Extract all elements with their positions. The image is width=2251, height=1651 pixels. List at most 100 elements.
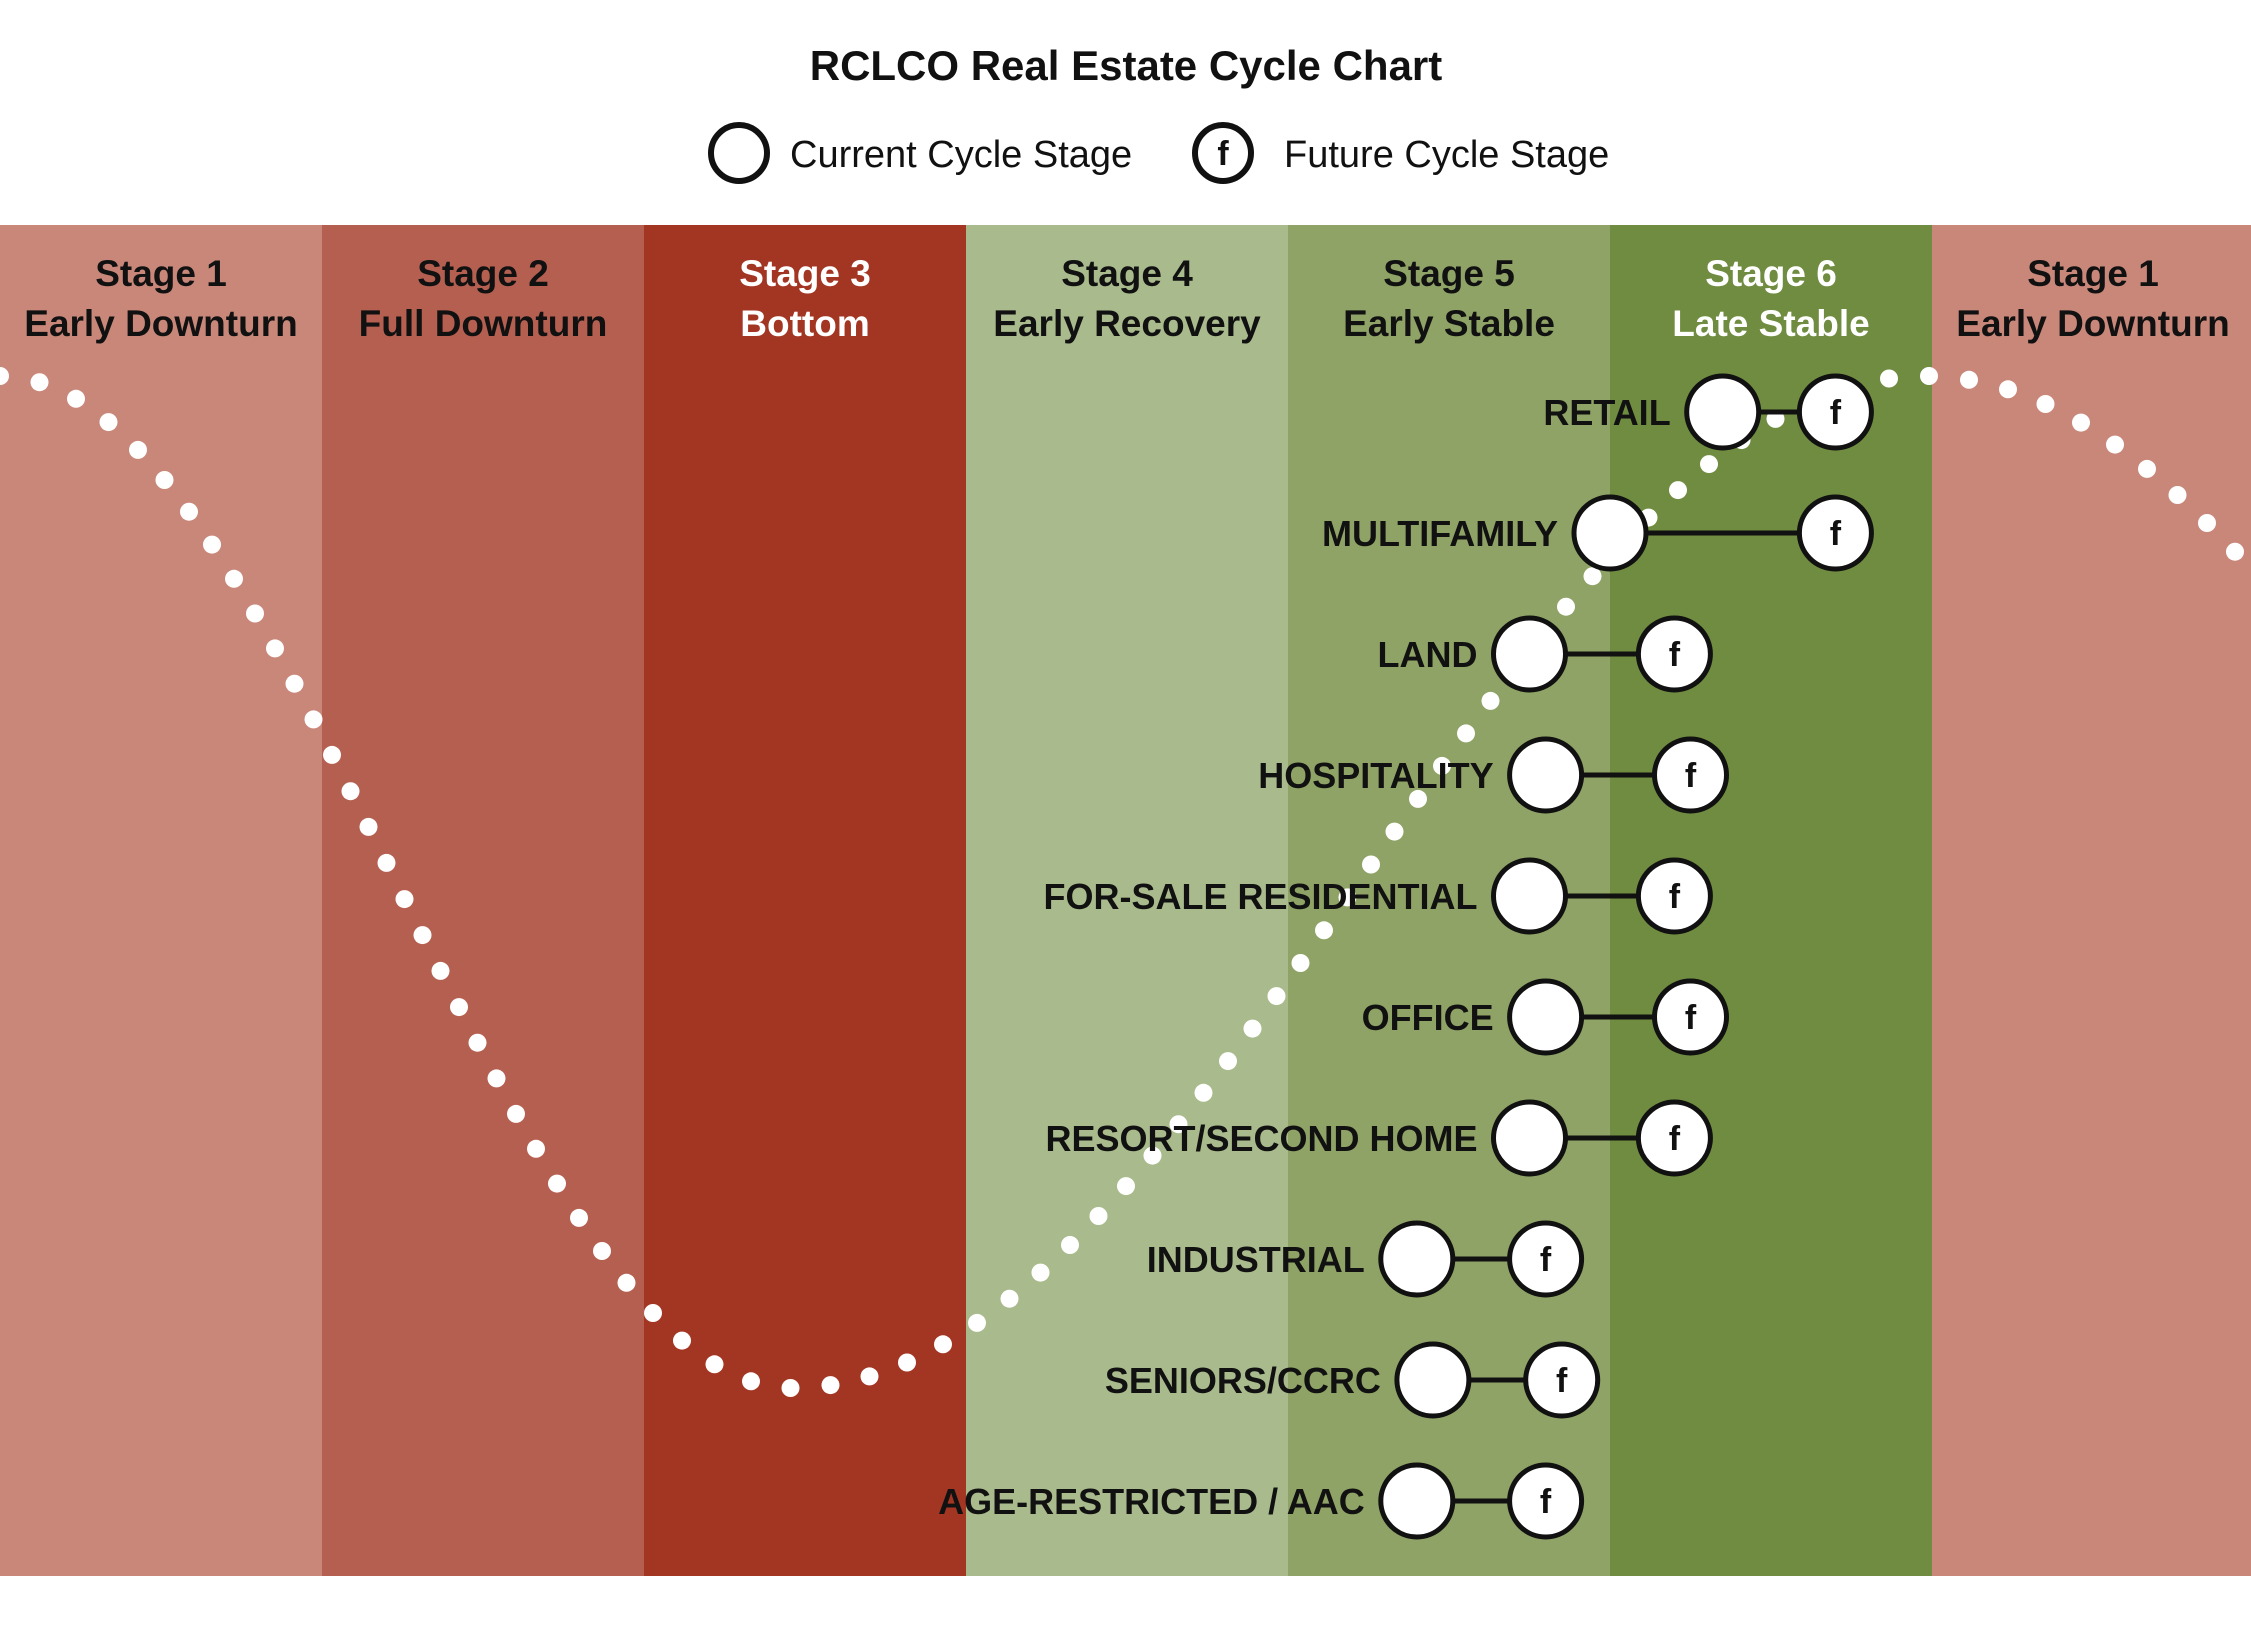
cycle-curve-dot bbox=[1362, 855, 1380, 874]
sector-future-marker bbox=[1507, 1462, 1585, 1540]
sector-label: AGE-RESTRICTED / AAC bbox=[938, 1481, 1365, 1522]
sector-current-marker bbox=[1507, 736, 1585, 814]
cycle-curve-dot bbox=[2226, 542, 2244, 561]
cycle-curve-dot bbox=[0, 367, 9, 385]
cycle-curve-dot bbox=[2072, 413, 2090, 432]
sector-future-marker bbox=[1523, 1341, 1601, 1419]
sector-label: FOR-SALE RESIDENTIAL bbox=[1043, 876, 1477, 917]
cycle-curve-dot bbox=[1169, 1115, 1188, 1134]
legend-future-symbol: f bbox=[1217, 135, 1229, 173]
legend-current-marker bbox=[708, 122, 770, 184]
sector-future-marker bbox=[1652, 736, 1729, 814]
cycle-curve-dot bbox=[548, 1174, 566, 1193]
cycle-curve-dot bbox=[934, 1335, 952, 1354]
sector-label: RESORT/SECOND HOME bbox=[1045, 1118, 1477, 1159]
sector-label: MULTIFAMILY bbox=[1322, 513, 1558, 554]
cycle-curve-dot bbox=[1243, 1019, 1262, 1038]
sector-future-marker bbox=[1796, 373, 1874, 451]
sector-row: f OFFICE bbox=[1362, 978, 1729, 1056]
sector-future-marker bbox=[1507, 1220, 1585, 1298]
cycle-curve-dot bbox=[155, 471, 174, 489]
stage-band-7 bbox=[1932, 225, 2251, 1576]
cycle-curve-dot bbox=[2138, 459, 2156, 478]
sector-current-marker bbox=[1491, 1099, 1568, 1177]
cycle-curve-dot bbox=[1267, 987, 1286, 1006]
cycle-curve-dot bbox=[593, 1242, 611, 1260]
sector-future-symbol: f bbox=[1669, 1120, 1681, 1158]
stage-number-label: Stage 2 bbox=[417, 253, 549, 294]
sector-future-symbol: f bbox=[1540, 1483, 1552, 1521]
cycle-curve-dot bbox=[323, 745, 341, 764]
sector-row: f INDUSTRIAL bbox=[1147, 1220, 1585, 1298]
cycle-curve-dot bbox=[617, 1273, 636, 1292]
sector-row: f MULTIFAMILY bbox=[1322, 494, 1874, 572]
sector-row: f RESORT/SECOND HOME bbox=[1045, 1099, 1713, 1177]
legend-future-label: Future Cycle Stage bbox=[1284, 134, 1609, 176]
cycle-curve-dot bbox=[1583, 567, 1602, 586]
cycle-curve-dot bbox=[2036, 395, 2055, 413]
cycle-curve-dot bbox=[644, 1304, 662, 1322]
cycle-curve-dot bbox=[968, 1313, 986, 1332]
sector-future-symbol: f bbox=[1540, 1241, 1552, 1279]
sector-row: f SENIORS/CCRC bbox=[1105, 1341, 1601, 1419]
sector-future-symbol: f bbox=[1669, 878, 1681, 916]
cycle-curve-dot bbox=[1089, 1207, 1108, 1225]
cycle-curve-dot bbox=[1960, 370, 1978, 389]
stage-name-label: Early Recovery bbox=[993, 303, 1261, 344]
cycle-curve-dot bbox=[1117, 1177, 1135, 1196]
cycle-curve-dot bbox=[1315, 921, 1333, 940]
cycle-curve-dot bbox=[570, 1208, 588, 1227]
sector-label: LAND bbox=[1378, 634, 1478, 675]
cycle-curve-dot bbox=[1143, 1146, 1162, 1165]
sector-future-marker bbox=[1796, 494, 1874, 572]
legend-future-marker bbox=[1192, 122, 1254, 184]
cycle-curve-dot bbox=[1700, 455, 1718, 474]
stage-number-label: Stage 6 bbox=[1705, 253, 1837, 294]
sector-current-marker bbox=[1491, 857, 1568, 935]
cycle-curve-dot bbox=[1194, 1083, 1213, 1102]
cycle-curve-dot bbox=[487, 1069, 506, 1088]
cycle-curve-dot bbox=[1669, 481, 1687, 500]
sector-future-marker bbox=[1635, 857, 1713, 935]
sector-future-symbol: f bbox=[1830, 394, 1842, 432]
sector-current-marker bbox=[1507, 978, 1585, 1056]
stage-number-label: Stage 5 bbox=[1383, 253, 1515, 294]
sector-label: OFFICE bbox=[1362, 997, 1494, 1038]
cycle-curve-dot bbox=[304, 710, 323, 729]
cycle-curve-dot bbox=[266, 639, 284, 658]
cycle-curve-dot bbox=[450, 998, 468, 1017]
stage-name-label: Early Downturn bbox=[1956, 303, 2229, 344]
cycle-curve-dot bbox=[285, 674, 304, 693]
cycle-curve-dot bbox=[1061, 1236, 1079, 1254]
cycle-curve-dot bbox=[468, 1033, 487, 1052]
cycle-curve-dot bbox=[2198, 514, 2216, 532]
cycle-curve-dot bbox=[1481, 691, 1500, 710]
cycle-curve-dot bbox=[431, 961, 450, 980]
sector-future-marker bbox=[1635, 615, 1713, 693]
cycle-curve-dot bbox=[1385, 822, 1404, 841]
sector-future-symbol: f bbox=[1556, 1362, 1568, 1400]
cycle-curve-dot bbox=[898, 1353, 916, 1372]
sector-markers: f RETAIL f MULTIFAMILY f LAND f HOSPITALITY f FOR… bbox=[938, 373, 1874, 1540]
cycle-curve-dot bbox=[1000, 1289, 1019, 1308]
cycle-curve-dot bbox=[821, 1376, 840, 1395]
sector-row: f AGE-RESTRICTED / AAC bbox=[938, 1462, 1585, 1540]
sector-label: SENIORS/CCRC bbox=[1105, 1360, 1381, 1401]
cycle-curve-dot bbox=[1291, 954, 1310, 972]
cycle-curve-dot bbox=[742, 1372, 760, 1391]
cycle-curve-dot bbox=[99, 413, 118, 432]
cycle-curve-dot bbox=[705, 1355, 724, 1374]
cycle-curve-dot bbox=[413, 926, 432, 945]
cycle-curve-dot bbox=[673, 1331, 691, 1350]
stage-labels: Stage 1 Early Downturn Stage 2 Full Downtur… bbox=[24, 253, 2229, 344]
stage-number-label: Stage 1 bbox=[95, 253, 227, 294]
cycle-curve-dot bbox=[246, 604, 264, 623]
sector-future-marker bbox=[1635, 1099, 1713, 1177]
cycle-curve-dot bbox=[30, 373, 49, 392]
cycle-curve-dot bbox=[359, 817, 378, 836]
sector-current-marker bbox=[1394, 1341, 1472, 1419]
legend: Current Cycle Stage f Future Cycle Stage bbox=[708, 122, 1609, 184]
cycle-curve-dot bbox=[1880, 369, 1898, 388]
cycle-curve-dot bbox=[2168, 486, 2187, 504]
